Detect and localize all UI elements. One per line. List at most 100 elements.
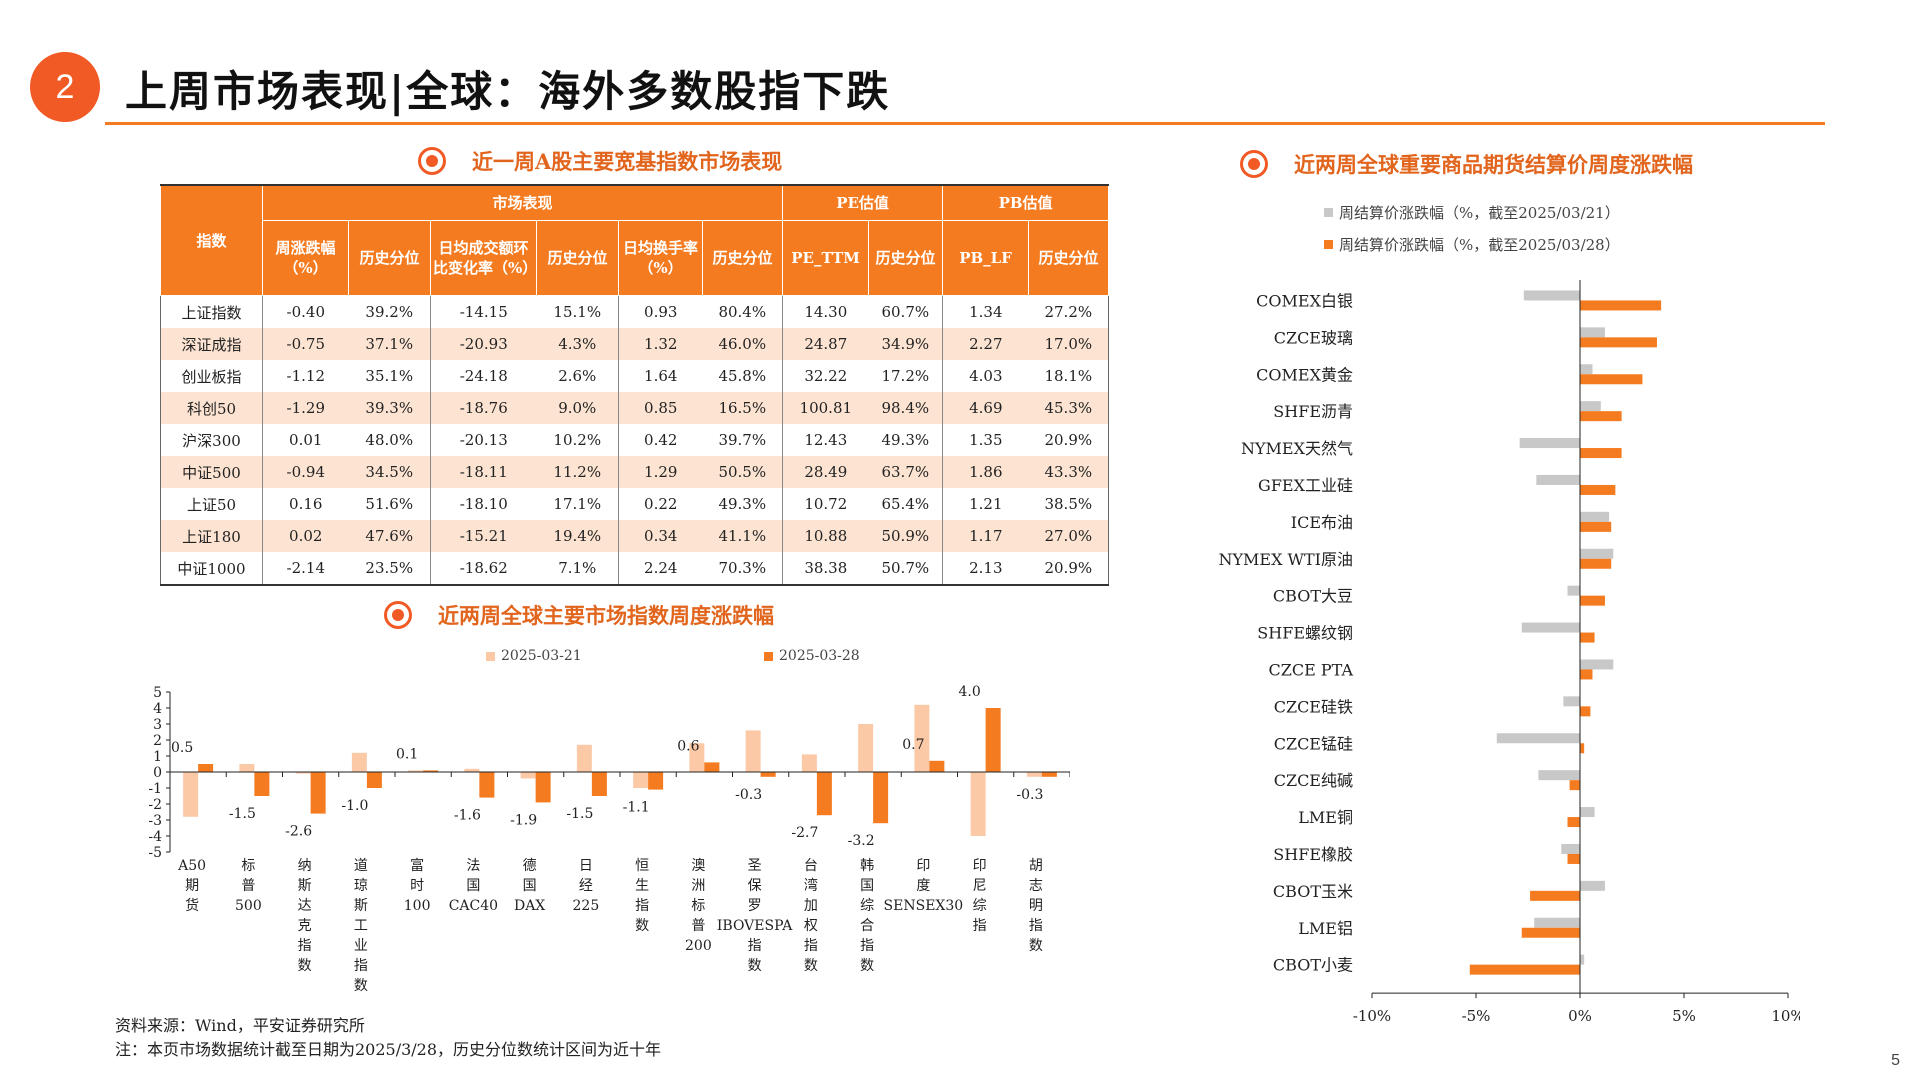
bar-2025-03-28 [423, 770, 439, 772]
legend-swatch-gray [1324, 208, 1333, 217]
x-tick-label: 10% [1771, 1007, 1800, 1025]
value-cell: -0.40 [262, 295, 349, 328]
category-label: CBOT小麦 [1273, 956, 1353, 975]
bar-2025-03-21 [576, 744, 592, 772]
category-label: 富时 100 [404, 857, 431, 914]
bar-2025-03-21 [633, 772, 649, 788]
bar-prev-week [1580, 364, 1593, 375]
value-cell: -0.94 [262, 456, 349, 488]
page-title: 上周市场表现|全球：海外多数股指下跌 [125, 67, 891, 116]
x-tick-label: -10% [1353, 1007, 1391, 1025]
category-label: CBOT大豆 [1273, 587, 1353, 606]
legend-swatch-light [486, 651, 495, 661]
category-label: SHFE沥青 [1273, 402, 1353, 421]
commodity-chart-title: 近两周全球重要商品期货结算价周度涨跌幅 [1240, 149, 1693, 179]
table-row: 中证1000 -2.14 23.5% -18.62 7.1% 2.24 70.3% 38.38… [160, 552, 1109, 586]
y-tick-label: -1 [148, 781, 162, 797]
header-hist-pct: 历史分位 [536, 220, 619, 296]
commodity-legend-0328: 周结算价涨跌幅（%，截至2025/03/28） [1324, 234, 1620, 255]
table-row: 沪深300 0.01 48.0% -20.13 10.2% 0.42 39.7% 12.43 4… [161, 424, 1109, 456]
commodity-bar-chart: COMEX白银 CZCE玻璃 COMEX黄金 SHFE沥青 NYMEX天然气 GFEX工业… [1218, 280, 1800, 1025]
bar-2025-03-28 [873, 772, 889, 824]
category-label: 台湾加权指数 [804, 858, 818, 974]
category-label: COMEX黄金 [1256, 365, 1353, 384]
category-label: CZCE纯碱 [1274, 771, 1353, 790]
section-number-badge: 2 [30, 52, 100, 122]
value-cell: 0.42 [618, 424, 703, 456]
value-cell: 24.87 [782, 328, 869, 360]
footer: 资料来源：Wind，平安证券研究所 注：本页市场数据统计截至日期为2025/3/… [115, 1014, 661, 1062]
header-hist-pct: 历史分位 [701, 220, 784, 296]
category-label: NYMEX天然气 [1241, 439, 1353, 458]
value-cell: 63.7% [868, 456, 943, 488]
data-label: -0.3 [1016, 787, 1043, 803]
value-cell: 4.69 [942, 392, 1029, 424]
data-label: -1.0 [341, 798, 368, 814]
value-cell: 1.29 [618, 456, 703, 488]
bar-2025-03-28 [985, 708, 1001, 772]
table-row: 中证500 -0.94 34.5% -18.11 11.2% 1.29 50.5% 28.49… [160, 456, 1109, 488]
value-cell: 60.7% [881, 303, 930, 321]
value-cell: 34.5% [348, 456, 431, 488]
category-label: CZCE硅铁 [1274, 697, 1353, 716]
y-tick-label: 0 [153, 765, 162, 781]
bar-prev-week [1567, 585, 1580, 596]
bar-this-week [1580, 300, 1662, 311]
value-cell: 4.3% [536, 328, 619, 360]
value-cell: -18.62 [430, 552, 537, 586]
index-name-cell: 中证1000 [160, 552, 263, 586]
value-cell: -18.11 [430, 456, 537, 488]
legend-swatch-orange [1324, 240, 1333, 249]
data-label: -1.9 [510, 812, 537, 828]
bar-this-week [1567, 853, 1580, 864]
value-cell: 0.93 [618, 295, 703, 328]
x-tick-label: -5% [1462, 1007, 1491, 1025]
bar-prev-week [1496, 733, 1580, 744]
value-cell: 16.5% [702, 392, 783, 424]
table-row: 科创50 -1.29 39.3% -18.76 9.0% 0.85 16.5% 100.81 9… [160, 392, 1109, 424]
bar-this-week [1580, 706, 1591, 717]
value-cell: 18.1% [1044, 367, 1093, 385]
table-row: 深证成指 -0.75 37.1% -20.93 4.3% 1.32 46.0% 24.87 34… [160, 328, 1109, 360]
bar-2025-03-28 [929, 760, 945, 772]
value-cell: 34.9% [868, 328, 943, 360]
value-cell: 41.1% [702, 520, 783, 552]
bar-this-week [1530, 890, 1580, 901]
index-name-cell: 中证500 [160, 456, 263, 488]
value-cell: 10.72 [782, 488, 869, 520]
data-label: 0.7 [902, 737, 924, 753]
target-bullet-icon [1240, 150, 1268, 178]
value-cell: 17.2% [881, 367, 930, 385]
index-name-cell: 沪深300 [182, 431, 241, 450]
table-row: 上证50 0.16 51.6% -18.10 17.1% 0.22 49.3% 10.72 65… [161, 488, 1109, 520]
y-tick-label: -5 [148, 845, 162, 861]
value-cell: 0.22 [618, 488, 703, 520]
category-label: SHFE橡胶 [1273, 845, 1353, 864]
bar-this-week [1469, 964, 1580, 975]
bar-this-week [1569, 780, 1580, 791]
value-cell: -24.18 [430, 360, 537, 392]
index-chart-title: 近两周全球主要市场指数周度涨跌幅 [384, 600, 774, 630]
bar-2025-03-21 [520, 772, 536, 779]
bar-2025-03-28 [648, 772, 664, 790]
value-cell: 11.2% [536, 456, 619, 488]
category-label: 纳斯达克指数 [298, 858, 312, 974]
value-cell: 19.4% [536, 520, 619, 552]
bar-prev-week [1580, 327, 1605, 338]
value-cell: 1.86 [942, 456, 1029, 488]
y-tick-label: 5 [153, 685, 162, 701]
value-cell: 0.02 [262, 520, 349, 552]
bar-2025-03-21 [689, 743, 705, 772]
value-cell: 45.3% [1028, 392, 1109, 424]
header-hist-pct: 历史分位 [348, 220, 431, 296]
data-label: -2.6 [285, 824, 312, 840]
index-name-cell: 创业板指 [181, 367, 242, 386]
value-cell: 38.38 [782, 552, 869, 586]
value-cell: 98.4% [868, 392, 943, 424]
bar-2025-03-21 [408, 770, 424, 772]
legend-label: 周结算价涨跌幅（%，截至2025/03/28） [1339, 236, 1620, 254]
bar-2025-03-21 [914, 704, 930, 772]
category-label: 法国 CAC40 [449, 858, 498, 914]
value-cell: -20.93 [430, 328, 537, 360]
table-row: 上证180 0.02 47.6% -15.21 19.4% 0.34 41.1% 10.88 5… [160, 520, 1109, 552]
